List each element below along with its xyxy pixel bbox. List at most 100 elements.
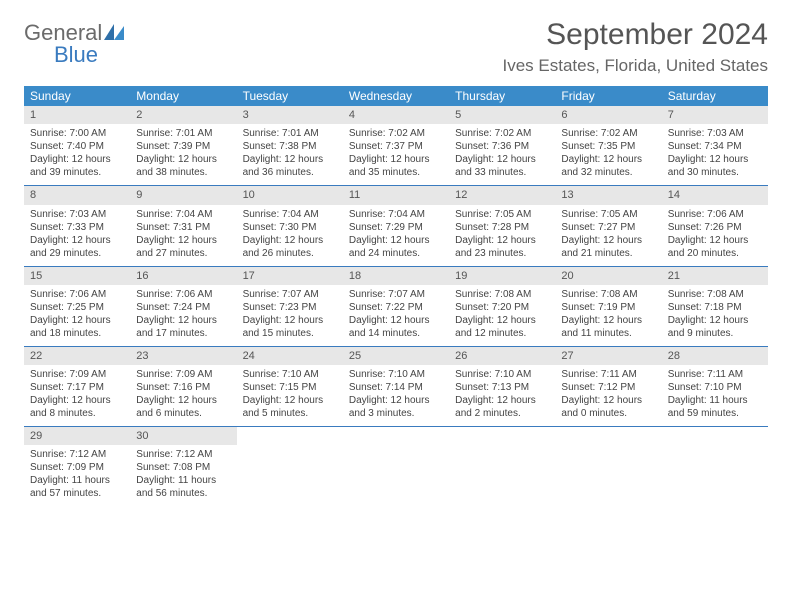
- dow-header: Monday: [130, 86, 236, 106]
- header: General Blue September 2024 Ives Estates…: [24, 18, 768, 76]
- daylight-line-1: Daylight: 12 hours: [561, 314, 655, 327]
- dow-header: Friday: [555, 86, 661, 106]
- sunrise-line: Sunrise: 7:09 AM: [30, 368, 124, 381]
- day-number: 2: [130, 106, 236, 124]
- day-cell: [343, 427, 449, 506]
- daylight-line-1: Daylight: 12 hours: [243, 394, 337, 407]
- sunset-line: Sunset: 7:27 PM: [561, 221, 655, 234]
- day-number: 16: [130, 267, 236, 285]
- day-cell: 28Sunrise: 7:11 AMSunset: 7:10 PMDayligh…: [662, 347, 768, 426]
- day-number: 21: [662, 267, 768, 285]
- day-body: Sunrise: 7:06 AMSunset: 7:24 PMDaylight:…: [130, 285, 236, 346]
- brand-logo: General Blue: [24, 18, 126, 66]
- day-body: Sunrise: 7:02 AMSunset: 7:37 PMDaylight:…: [343, 124, 449, 185]
- day-body: Sunrise: 7:12 AMSunset: 7:08 PMDaylight:…: [130, 445, 236, 506]
- week-row: 15Sunrise: 7:06 AMSunset: 7:25 PMDayligh…: [24, 267, 768, 347]
- daylight-line-1: Daylight: 12 hours: [243, 234, 337, 247]
- dow-header-row: SundayMondayTuesdayWednesdayThursdayFrid…: [24, 86, 768, 106]
- sunset-line: Sunset: 7:20 PM: [455, 301, 549, 314]
- day-body: Sunrise: 7:04 AMSunset: 7:29 PMDaylight:…: [343, 205, 449, 266]
- sunset-line: Sunset: 7:22 PM: [349, 301, 443, 314]
- daylight-line-2: and 38 minutes.: [136, 166, 230, 179]
- sunrise-line: Sunrise: 7:04 AM: [349, 208, 443, 221]
- sunrise-line: Sunrise: 7:06 AM: [136, 288, 230, 301]
- daylight-line-2: and 17 minutes.: [136, 327, 230, 340]
- sunrise-line: Sunrise: 7:12 AM: [136, 448, 230, 461]
- day-cell: 18Sunrise: 7:07 AMSunset: 7:22 PMDayligh…: [343, 267, 449, 346]
- daylight-line-2: and 33 minutes.: [455, 166, 549, 179]
- daylight-line-1: Daylight: 12 hours: [30, 314, 124, 327]
- day-body: Sunrise: 7:04 AMSunset: 7:30 PMDaylight:…: [237, 205, 343, 266]
- daylight-line-1: Daylight: 12 hours: [136, 153, 230, 166]
- day-cell: 1Sunrise: 7:00 AMSunset: 7:40 PMDaylight…: [24, 106, 130, 185]
- daylight-line-1: Daylight: 12 hours: [561, 153, 655, 166]
- day-number: 30: [130, 427, 236, 445]
- daylight-line-1: Daylight: 12 hours: [455, 394, 549, 407]
- day-cell: [555, 427, 661, 506]
- daylight-line-2: and 5 minutes.: [243, 407, 337, 420]
- day-body: Sunrise: 7:03 AMSunset: 7:33 PMDaylight:…: [24, 205, 130, 266]
- day-number: 5: [449, 106, 555, 124]
- sunrise-line: Sunrise: 7:10 AM: [349, 368, 443, 381]
- sunrise-line: Sunrise: 7:05 AM: [561, 208, 655, 221]
- day-body: Sunrise: 7:09 AMSunset: 7:17 PMDaylight:…: [24, 365, 130, 426]
- daylight-line-1: Daylight: 12 hours: [30, 153, 124, 166]
- day-cell: 9Sunrise: 7:04 AMSunset: 7:31 PMDaylight…: [130, 186, 236, 265]
- daylight-line-2: and 14 minutes.: [349, 327, 443, 340]
- sunset-line: Sunset: 7:16 PM: [136, 381, 230, 394]
- sunset-line: Sunset: 7:39 PM: [136, 140, 230, 153]
- daylight-line-1: Daylight: 11 hours: [668, 394, 762, 407]
- sunrise-line: Sunrise: 7:08 AM: [561, 288, 655, 301]
- day-number: 8: [24, 186, 130, 204]
- day-cell: 26Sunrise: 7:10 AMSunset: 7:13 PMDayligh…: [449, 347, 555, 426]
- sunrise-line: Sunrise: 7:02 AM: [455, 127, 549, 140]
- daylight-line-2: and 2 minutes.: [455, 407, 549, 420]
- day-number: 24: [237, 347, 343, 365]
- daylight-line-1: Daylight: 12 hours: [243, 314, 337, 327]
- daylight-line-2: and 35 minutes.: [349, 166, 443, 179]
- daylight-line-1: Daylight: 12 hours: [243, 153, 337, 166]
- daylight-line-1: Daylight: 11 hours: [136, 474, 230, 487]
- day-number: 28: [662, 347, 768, 365]
- day-body: Sunrise: 7:05 AMSunset: 7:27 PMDaylight:…: [555, 205, 661, 266]
- day-body: Sunrise: 7:08 AMSunset: 7:18 PMDaylight:…: [662, 285, 768, 346]
- day-body: Sunrise: 7:02 AMSunset: 7:36 PMDaylight:…: [449, 124, 555, 185]
- daylight-line-1: Daylight: 12 hours: [349, 314, 443, 327]
- dow-header: Sunday: [24, 86, 130, 106]
- day-cell: 19Sunrise: 7:08 AMSunset: 7:20 PMDayligh…: [449, 267, 555, 346]
- daylight-line-2: and 20 minutes.: [668, 247, 762, 260]
- day-body: Sunrise: 7:07 AMSunset: 7:23 PMDaylight:…: [237, 285, 343, 346]
- daylight-line-2: and 21 minutes.: [561, 247, 655, 260]
- sunset-line: Sunset: 7:25 PM: [30, 301, 124, 314]
- day-number: 1: [24, 106, 130, 124]
- week-row: 1Sunrise: 7:00 AMSunset: 7:40 PMDaylight…: [24, 106, 768, 186]
- day-number: 10: [237, 186, 343, 204]
- daylight-line-1: Daylight: 12 hours: [136, 394, 230, 407]
- flag-icon: [104, 22, 126, 44]
- day-number: 17: [237, 267, 343, 285]
- dow-header: Saturday: [662, 86, 768, 106]
- sunset-line: Sunset: 7:18 PM: [668, 301, 762, 314]
- day-number: 27: [555, 347, 661, 365]
- day-number: 7: [662, 106, 768, 124]
- sunset-line: Sunset: 7:17 PM: [30, 381, 124, 394]
- brand-name-2: Blue: [54, 44, 126, 66]
- day-cell: 30Sunrise: 7:12 AMSunset: 7:08 PMDayligh…: [130, 427, 236, 506]
- day-cell: 2Sunrise: 7:01 AMSunset: 7:39 PMDaylight…: [130, 106, 236, 185]
- daylight-line-2: and 27 minutes.: [136, 247, 230, 260]
- daylight-line-2: and 59 minutes.: [668, 407, 762, 420]
- day-cell: 21Sunrise: 7:08 AMSunset: 7:18 PMDayligh…: [662, 267, 768, 346]
- daylight-line-1: Daylight: 12 hours: [668, 234, 762, 247]
- day-number: 15: [24, 267, 130, 285]
- sunset-line: Sunset: 7:08 PM: [136, 461, 230, 474]
- sunset-line: Sunset: 7:29 PM: [349, 221, 443, 234]
- sunset-line: Sunset: 7:12 PM: [561, 381, 655, 394]
- day-number: 13: [555, 186, 661, 204]
- sunrise-line: Sunrise: 7:10 AM: [243, 368, 337, 381]
- sunset-line: Sunset: 7:15 PM: [243, 381, 337, 394]
- daylight-line-1: Daylight: 12 hours: [455, 153, 549, 166]
- day-number: 19: [449, 267, 555, 285]
- day-cell: [237, 427, 343, 506]
- day-cell: 8Sunrise: 7:03 AMSunset: 7:33 PMDaylight…: [24, 186, 130, 265]
- day-body: Sunrise: 7:02 AMSunset: 7:35 PMDaylight:…: [555, 124, 661, 185]
